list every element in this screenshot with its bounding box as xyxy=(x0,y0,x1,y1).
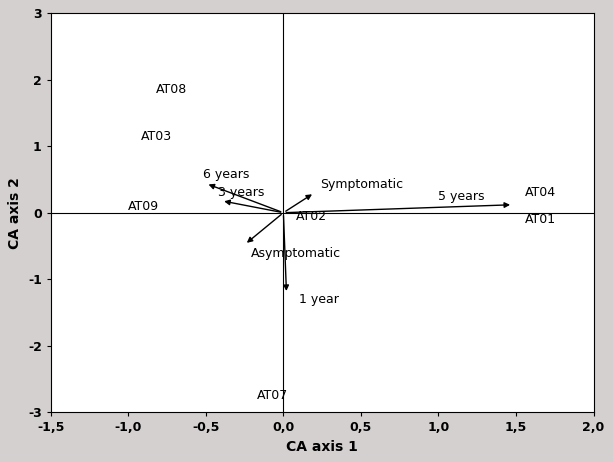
Text: AT03: AT03 xyxy=(141,130,172,143)
Text: 5 years: 5 years xyxy=(438,189,485,203)
Text: AT01: AT01 xyxy=(525,213,557,226)
Text: AT09: AT09 xyxy=(128,200,159,213)
Text: AT04: AT04 xyxy=(525,186,557,199)
X-axis label: CA axis 1: CA axis 1 xyxy=(286,440,358,454)
Text: Asymptomatic: Asymptomatic xyxy=(251,247,341,260)
Text: 3 years: 3 years xyxy=(218,186,265,199)
Text: 1 year: 1 year xyxy=(299,292,339,305)
Text: AT07: AT07 xyxy=(257,389,288,402)
Y-axis label: CA axis 2: CA axis 2 xyxy=(9,177,22,249)
Text: AT08: AT08 xyxy=(156,83,188,96)
Text: Symptomatic: Symptomatic xyxy=(321,178,404,191)
Text: 6 years: 6 years xyxy=(203,168,249,181)
Text: AT02: AT02 xyxy=(296,210,327,223)
